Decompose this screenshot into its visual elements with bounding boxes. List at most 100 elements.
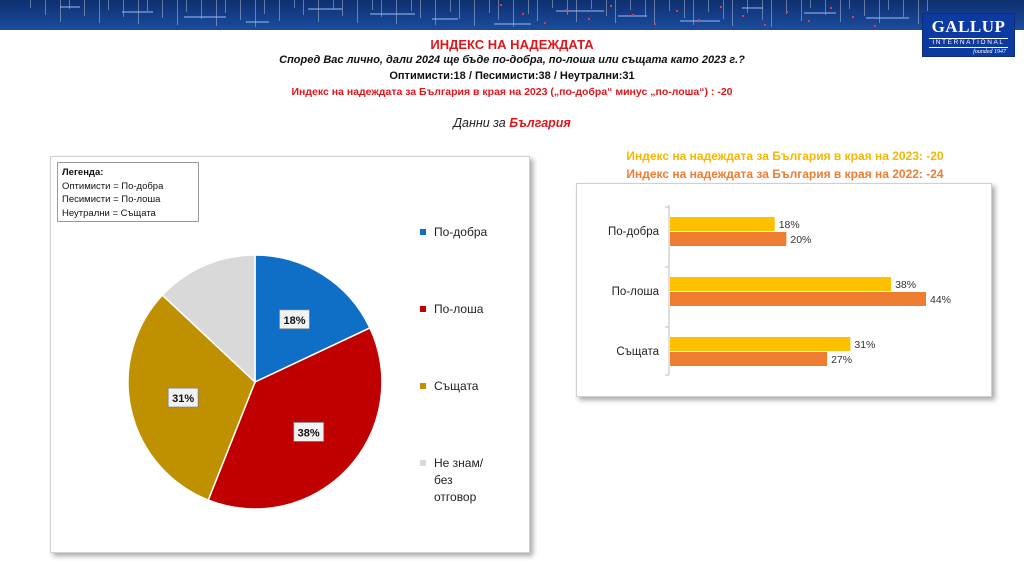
banner-tick — [513, 0, 514, 27]
banner-line — [432, 18, 458, 20]
bar-chart: По-добра 18% 20% По-лоша 38% 44% Същата 31%27% — [608, 205, 951, 376]
pie-data-label: 38% — [298, 427, 320, 439]
banner-dot — [654, 23, 656, 25]
bar-category-label: Същата — [616, 346, 659, 358]
banner-tick — [411, 0, 412, 11]
banner-tick — [279, 0, 280, 21]
logo-founded: founded 1947 — [973, 49, 1006, 55]
data-for-line: Данни за България — [0, 116, 1024, 130]
logo-name: GALLUP — [931, 17, 1006, 36]
bar — [670, 217, 775, 231]
bar-data-label: 31% — [854, 339, 875, 351]
banner-dot — [698, 19, 700, 21]
pie-data-label-box — [167, 387, 199, 408]
banner-line — [618, 15, 647, 17]
bar — [670, 232, 787, 246]
banner-tick — [264, 0, 265, 14]
bar-data-label: 38% — [895, 279, 916, 291]
banner-dot — [720, 6, 722, 8]
banner-dot — [676, 10, 678, 12]
banner-tick — [528, 0, 529, 14]
banner-tick — [630, 0, 631, 10]
index-2023: Индекс на надеждата за България в края н… — [626, 149, 944, 163]
banner-line — [370, 13, 415, 15]
banner-dot — [632, 14, 634, 16]
banner-tick — [879, 0, 880, 23]
banner-tick — [60, 0, 61, 22]
bar — [670, 277, 892, 291]
banner-line — [122, 11, 153, 13]
banner-tick — [762, 0, 763, 20]
banner-line — [308, 8, 342, 10]
banner-tick — [318, 0, 319, 22]
banner-line — [494, 23, 531, 25]
banner-line — [804, 12, 836, 14]
banner-tick — [333, 0, 334, 9]
banner-tick — [147, 0, 148, 11]
legend-swatch-dont-know — [420, 460, 426, 466]
banner-tick — [552, 0, 553, 8]
banner-tick — [669, 0, 670, 11]
banner-tick — [201, 0, 202, 19]
banner-tick — [684, 0, 685, 18]
banner-dot — [874, 25, 876, 27]
banner-tick — [30, 0, 31, 8]
legend-swatch-worse — [420, 306, 426, 312]
banner-dot — [764, 24, 766, 26]
banner-tick — [216, 0, 217, 26]
banner-tick — [888, 0, 889, 10]
banner-tick — [918, 0, 919, 24]
index-2022: Индекс на надеждата за България в края н… — [626, 167, 944, 181]
pie-slice-dont-know — [161, 254, 256, 384]
legend-box: Легенда: Оптимисти = По-добра Песимисти … — [57, 162, 199, 222]
page-title: ИНДЕКС НА НАДЕЖДАТА — [430, 37, 594, 52]
banner-tick — [732, 0, 733, 26]
banner-tick — [615, 0, 616, 23]
banner-tick — [420, 0, 421, 18]
bar-category-label: По-лоша — [612, 286, 660, 298]
banner-tick — [771, 0, 772, 27]
pie-slice-worse — [207, 326, 383, 510]
bar — [670, 292, 926, 306]
legend-swatch-same — [420, 383, 426, 389]
banner-tick — [723, 0, 724, 19]
banner-tick — [162, 0, 163, 18]
legend-swatch-better — [420, 229, 426, 235]
bar-data-label: 18% — [779, 219, 800, 231]
banner-tick — [537, 0, 538, 21]
banner-tick — [489, 0, 490, 13]
banner-tick — [435, 0, 436, 25]
banner-tick — [903, 0, 904, 17]
bar — [670, 337, 851, 351]
banner-tick — [240, 0, 241, 20]
data-for-prefix: Данни за — [453, 116, 506, 130]
header-banner — [0, 0, 1024, 30]
legend-box-title: Легенда: — [62, 167, 104, 178]
pie-data-label: 18% — [283, 315, 305, 327]
pie-legend-label: По-лоша — [434, 302, 484, 316]
banner-tick — [786, 0, 787, 14]
banner-tick — [255, 0, 256, 27]
banner-line — [742, 7, 763, 9]
banner-line — [680, 20, 720, 22]
pie-legend-label: Не знам/без отговор — [434, 456, 484, 504]
banner-dot — [522, 13, 524, 15]
banner-tick — [591, 0, 592, 9]
banner-dot — [830, 7, 832, 9]
banner-dot — [742, 15, 744, 17]
pie-legend-label: По-добра — [434, 225, 488, 239]
banner-dot — [500, 4, 502, 6]
data-for-country: България — [509, 116, 571, 130]
banner-tick — [708, 0, 709, 12]
banner-tick — [357, 0, 358, 23]
banner-tick — [99, 0, 100, 23]
banner-tick — [747, 0, 748, 13]
summary-line: Оптимисти:18 / Песимисти:38 / Неутрални:… — [389, 70, 635, 82]
banner-line — [60, 6, 80, 8]
banner-dot — [852, 16, 854, 18]
banner-dot — [544, 22, 546, 24]
banner-dot — [808, 20, 810, 22]
banner-tick — [186, 0, 187, 12]
banner-tick — [849, 0, 850, 9]
bar-data-label: 20% — [790, 234, 811, 246]
